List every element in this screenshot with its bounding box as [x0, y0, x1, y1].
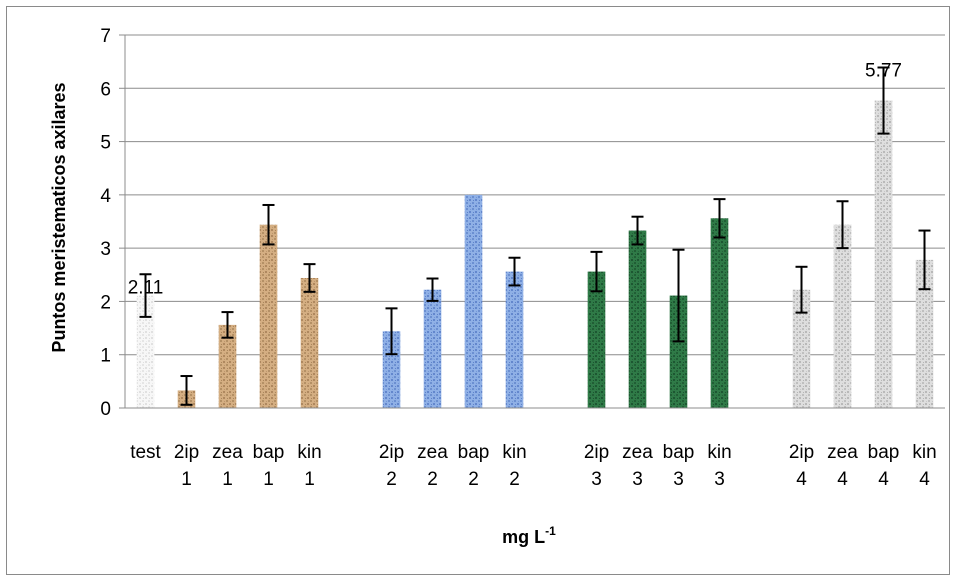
error-bar	[426, 277, 439, 302]
gridlines	[119, 34, 945, 409]
category-label-line2: 1	[181, 469, 192, 490]
category-label-line2: 1	[263, 469, 274, 490]
chart-plot: 0 1 2 3 4 5 6 7 2.11 5.77 test 2ip 1 zea 1 bap 1 kin 1 2i…	[49, 26, 945, 547]
error-bar	[385, 307, 398, 356]
data-label: 2.11	[128, 278, 164, 299]
bar	[423, 289, 442, 408]
y-tick-label: 1	[100, 346, 111, 367]
bar	[874, 100, 893, 408]
bar	[464, 194, 483, 408]
category-label-line1: kin	[707, 442, 731, 463]
category-label-line1: bap	[458, 442, 490, 463]
category-label-line1: 2ip	[584, 442, 609, 463]
x-axis-title-base: mg L	[502, 527, 545, 547]
category-label-line2: 3	[673, 469, 684, 490]
bar	[300, 277, 319, 408]
category-label-line2: 4	[878, 469, 889, 490]
category-label-line1: bap	[868, 442, 900, 463]
category-label-line1: zea	[827, 442, 858, 463]
category-label-line1: zea	[417, 442, 448, 463]
bar	[505, 271, 524, 408]
category-label-line2: 2	[509, 469, 520, 490]
category-label-line2: 1	[304, 469, 315, 490]
category-label-line1: kin	[502, 442, 526, 463]
category-label-line1: bap	[663, 442, 695, 463]
y-tick-label: 0	[100, 399, 111, 420]
error-bars	[139, 66, 931, 406]
error-bar	[180, 375, 193, 406]
y-tick-label: 4	[100, 186, 111, 207]
error-bar	[262, 203, 275, 246]
x-axis-title: mg L-1	[502, 524, 556, 547]
error-bar	[795, 265, 808, 314]
error-bar	[877, 66, 890, 135]
category-label-line1: 2ip	[379, 442, 404, 463]
category-label-line1: bap	[253, 442, 285, 463]
category-label-line2: 2	[427, 469, 438, 490]
bar	[218, 324, 237, 408]
bar	[382, 331, 401, 408]
error-bar	[139, 273, 152, 318]
bar	[710, 218, 729, 408]
bar	[628, 230, 647, 408]
bar	[259, 224, 278, 408]
data-label: 5.77	[865, 61, 902, 82]
bar	[915, 259, 934, 408]
data-labels: 2.11 5.77	[128, 61, 902, 299]
y-tick-label: 7	[100, 26, 111, 47]
error-bar	[918, 229, 931, 291]
category-label-line1: kin	[912, 442, 936, 463]
category-label-line2: 2	[468, 469, 479, 490]
bar	[792, 289, 811, 408]
category-label-line1: zea	[212, 442, 243, 463]
bar	[833, 224, 852, 408]
category-label-line1: 2ip	[174, 442, 199, 463]
error-bar	[713, 198, 726, 239]
error-bar	[221, 311, 234, 339]
category-label-line2: 4	[796, 469, 807, 490]
category-label-line2: 4	[837, 469, 848, 490]
bar	[136, 295, 155, 408]
error-bar	[303, 263, 316, 293]
category-label-line2: 4	[919, 469, 930, 490]
y-axis-title: Puntos meristematicos axilares	[49, 82, 69, 352]
y-tick-label: 6	[100, 79, 111, 100]
bar	[587, 271, 606, 408]
category-label-line1: 2ip	[789, 442, 814, 463]
category-label-line1: zea	[622, 442, 653, 463]
error-bar	[836, 200, 849, 250]
category-label-line2: 3	[591, 469, 602, 490]
category-label-line2: 3	[632, 469, 643, 490]
y-tick-label: 3	[100, 239, 111, 260]
category-label-line1: test	[130, 442, 161, 463]
category-label-line2: 1	[222, 469, 233, 490]
x-axis-title-superscript: -1	[545, 524, 556, 538]
category-labels: test 2ip 1 zea 1 bap 1 kin 1 2ip 2 zea 2 bap 2 kin 2 2ip 3…	[130, 442, 936, 490]
error-bar	[672, 248, 685, 343]
category-label-line1: kin	[297, 442, 321, 463]
bar	[669, 295, 688, 408]
error-bar	[590, 250, 603, 293]
y-tick-label: 2	[100, 292, 111, 313]
y-axis-ticks: 0 1 2 3 4 5 6 7	[100, 26, 111, 420]
y-tick-label: 5	[100, 133, 111, 154]
bars	[136, 100, 934, 408]
category-label-line2: 3	[714, 469, 725, 490]
error-bar	[508, 256, 521, 287]
category-label-line2: 2	[386, 469, 397, 490]
error-bar	[631, 215, 644, 246]
chart-frame: 0 1 2 3 4 5 6 7 2.11 5.77 test 2ip 1 zea 1 bap 1 kin 1 2i…	[6, 6, 950, 575]
